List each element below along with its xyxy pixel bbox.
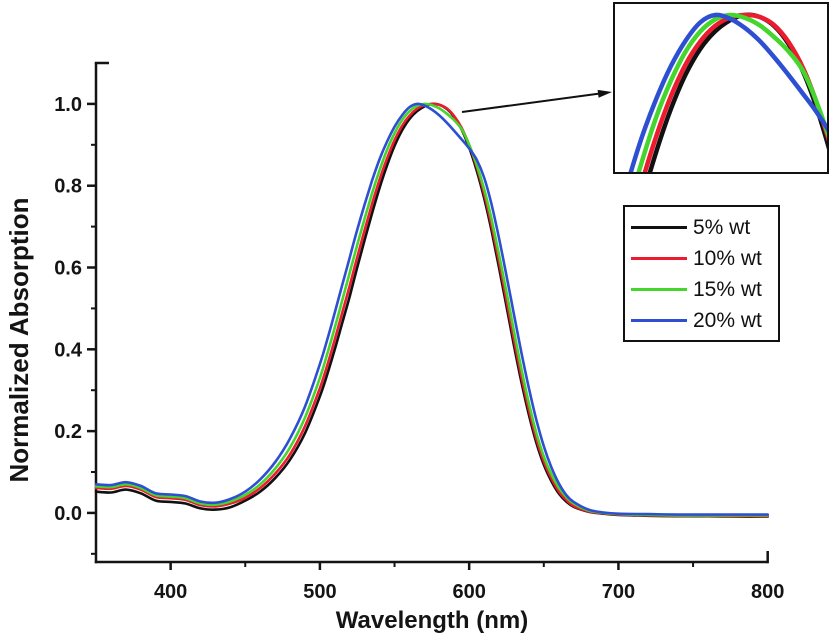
legend-line-swatch-20pct xyxy=(631,318,687,322)
zoom-arrow xyxy=(461,89,612,113)
inset-curves xyxy=(628,12,827,172)
x-tick-label: 600 xyxy=(452,581,485,603)
y-tick-label: 0.6 xyxy=(54,258,82,280)
x-axis-title: Wavelength (nm) xyxy=(336,607,528,634)
x-tick-label: 800 xyxy=(751,581,784,603)
legend-label: 15% wt xyxy=(693,277,762,301)
legend-label: 20% wt xyxy=(693,308,762,332)
y-tick-label: 1.0 xyxy=(54,94,82,116)
y-tick-label: 0.8 xyxy=(54,176,82,198)
legend: 5% wt 10% wt 15% wt 20% wt xyxy=(623,205,780,342)
y-tick-label: 0.4 xyxy=(54,339,83,361)
legend-line-swatch-5pct xyxy=(631,225,687,229)
x-tick-label: 400 xyxy=(154,581,187,603)
series-curve-10wt xyxy=(94,102,769,518)
y-tick-label: 0.2 xyxy=(54,421,82,443)
legend-item: 10% wt xyxy=(631,243,778,274)
legend-label: 5% wt xyxy=(693,215,751,239)
inset-curve-20wt xyxy=(628,12,827,172)
axes: 400 500 600 700 800 0.0 0.2 0.4 0.6 0.8 1.0 xyxy=(54,61,784,603)
x-tick-label: 700 xyxy=(602,581,635,603)
x-tick-label: 500 xyxy=(303,581,336,603)
y-axis-title: Normalized Absorption xyxy=(4,197,34,482)
peak-zoom-inset xyxy=(613,2,829,174)
legend-line-swatch-10pct xyxy=(631,256,687,260)
legend-item: 5% wt xyxy=(631,212,778,243)
legend-item: 15% wt xyxy=(631,274,778,305)
y-tick-label: 0.0 xyxy=(54,503,82,525)
series-curve-20wt xyxy=(94,102,769,516)
series-curves xyxy=(94,102,769,518)
legend-label: 10% wt xyxy=(693,246,762,270)
legend-line-swatch-15pct xyxy=(631,287,687,291)
legend-item: 20% wt xyxy=(631,305,778,336)
inset-curve-15wt xyxy=(636,12,827,172)
